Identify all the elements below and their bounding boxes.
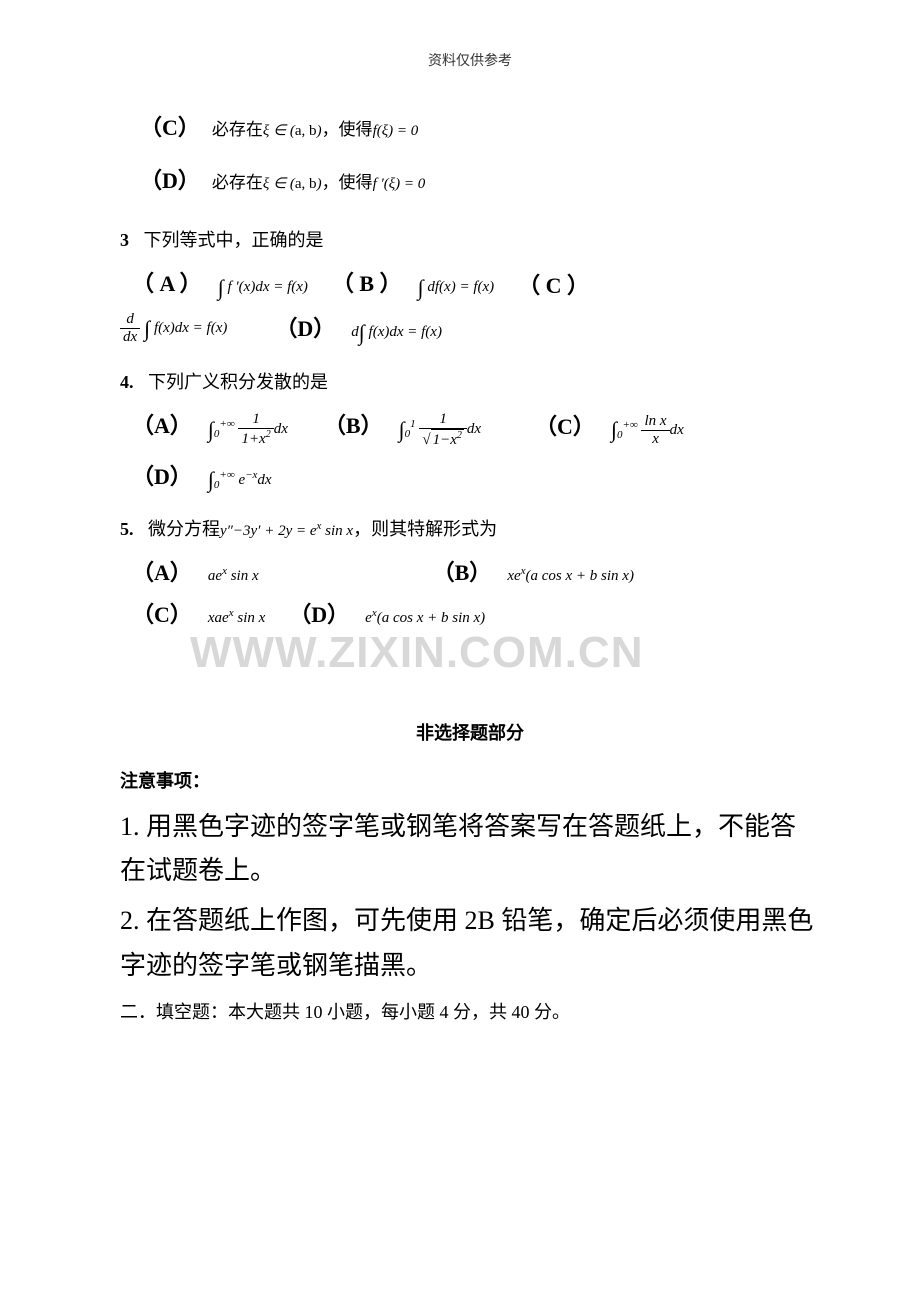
q4-option-c: （C） ∫0+∞ ln xxdx: [535, 409, 684, 448]
math: ξ ∈ (a, b): [263, 176, 322, 192]
q3-options-row2: ddx ∫ f(x)dx = f(x) （D） d∫ f(x)dx = f(x): [120, 311, 820, 346]
option-text: 必存在ξ ∈ (a, b)，使得f ′(ξ) = 0: [212, 169, 425, 196]
text: ，则其特解形式为: [353, 519, 497, 539]
question-text: 下列广义积分发散的是: [148, 372, 328, 392]
math: ∫01 1√1−x2dx: [399, 421, 481, 437]
math: ∫ f ′(x)dx = f(x): [218, 279, 308, 295]
option-label: （C）: [132, 602, 192, 627]
q4-options-row1: （A） ∫0+∞ 11+x2dx （B） ∫01 1√1−x2dx （C） ∫0…: [132, 408, 820, 449]
option-label: （D）: [140, 163, 200, 198]
question-text: 下列等式中，正确的是: [144, 230, 324, 250]
math: y″−3y′ + 2y = ex sin x: [220, 523, 353, 539]
q2-option-c: （C） 必存在ξ ∈ (a, b)，使得f(ξ) = 0: [140, 110, 820, 145]
math: d∫ f(x)dx = f(x): [351, 324, 442, 340]
fraction: ddx: [120, 311, 140, 346]
q4-options-row2: （D） ∫0+∞ e−xdx: [132, 459, 820, 494]
math: ∫ df(x) = f(x): [418, 279, 495, 295]
math: ∫0+∞ 11+x2dx: [208, 421, 288, 437]
question-number: 5.: [120, 519, 134, 539]
q5-option-d: （D） ex(a cos x + b sin x): [289, 597, 485, 629]
option-label: （ A ）: [132, 271, 202, 296]
math: ∫0+∞ e−xdx: [208, 472, 272, 488]
option-label: （A）: [132, 413, 192, 438]
q4-stem: 4. 下列广义积分发散的是: [120, 368, 820, 394]
math: f(ξ) = 0: [373, 123, 419, 139]
notice-item-2: 2. 在答题纸上作图，可先使用 2B 铅笔，确定后必须使用黑色字迹的签字笔或钢笔…: [120, 899, 820, 987]
q5-option-b: （B） xex(a cos x + b sin x): [433, 555, 634, 587]
notice-label: 注意事项：: [120, 767, 820, 793]
q5-option-a: （A） aex sin x: [132, 555, 259, 587]
q3-option-c-label: （ C ）: [518, 268, 601, 300]
math: ∫ f(x)dx = f(x): [144, 320, 227, 336]
text: 必存在: [212, 173, 263, 192]
option-label: （C）: [535, 414, 595, 439]
question-text: 微分方程y″−3y′ + 2y = ex sin x，则其特解形式为: [148, 519, 497, 539]
option-text: 必存在ξ ∈ (a, b)，使得f(ξ) = 0: [212, 116, 418, 143]
q3-option-a: （ A ） ∫ f ′(x)dx = f(x): [132, 266, 308, 301]
math: aex sin x: [208, 568, 259, 584]
q3-stem: 3 下列等式中，正确的是: [120, 226, 820, 252]
q5-options-row2: （C） xaex sin x （D） ex(a cos x + b sin x): [132, 597, 820, 629]
option-label: （ B ）: [332, 271, 402, 296]
q5-stem: 5. 微分方程y″−3y′ + 2y = ex sin x，则其特解形式为: [120, 515, 820, 541]
section-title: 非选择题部分: [120, 719, 820, 745]
option-label: （D）: [289, 602, 349, 627]
text: ，使得: [322, 120, 373, 139]
page-content: 资料仅供参考 （C） 必存在ξ ∈ (a, b)，使得f(ξ) = 0 （D） …: [0, 0, 920, 1084]
text: ，使得: [322, 173, 373, 192]
q5-options-row1: （A） aex sin x （B） xex(a cos x + b sin x): [132, 555, 820, 587]
option-label: （C）: [140, 110, 200, 145]
option-label: （ C ）: [518, 273, 589, 298]
fill-blank-heading: 二．填空题：本大题共 10 小题，每小题 4 分，共 40 分。: [120, 998, 820, 1024]
math: xex(a cos x + b sin x): [507, 568, 634, 584]
option-label: （D）: [275, 316, 335, 341]
text: 必存在: [212, 120, 263, 139]
option-label: （D）: [132, 464, 192, 489]
page-header: 资料仅供参考: [120, 50, 820, 70]
text: 微分方程: [148, 519, 220, 539]
math: ∫0+∞ ln xxdx: [611, 422, 684, 438]
math: ex(a cos x + b sin x): [365, 610, 485, 626]
q3-option-d: （D） d∫ f(x)dx = f(x): [275, 311, 442, 346]
option-label: （A）: [132, 560, 192, 585]
math: xaex sin x: [208, 610, 265, 626]
math: f ′(ξ) = 0: [373, 176, 426, 192]
question-number: 4.: [120, 372, 134, 392]
q4-option-a: （A） ∫0+∞ 11+x2dx: [132, 408, 288, 448]
q3-option-c-math: ddx ∫ f(x)dx = f(x): [120, 311, 227, 346]
q3-option-b: （ B ） ∫ df(x) = f(x): [332, 266, 494, 301]
math: ξ ∈ (a, b): [263, 123, 322, 139]
q4-option-d: （D） ∫0+∞ e−xdx: [132, 459, 272, 494]
question-number: 3: [120, 230, 129, 250]
q3-options-row1: （ A ） ∫ f ′(x)dx = f(x) （ B ） ∫ df(x) = …: [132, 266, 820, 301]
q5-option-c: （C） xaex sin x: [132, 597, 265, 629]
q2-option-d: （D） 必存在ξ ∈ (a, b)，使得f ′(ξ) = 0: [140, 163, 820, 198]
option-label: （B）: [324, 413, 383, 438]
q4-option-b: （B） ∫01 1√1−x2dx: [324, 408, 481, 449]
option-label: （B）: [433, 560, 492, 585]
notice-item-1: 1. 用黑色字迹的签字笔或钢笔将答案写在答题纸上，不能答在试题卷上。: [120, 805, 820, 893]
